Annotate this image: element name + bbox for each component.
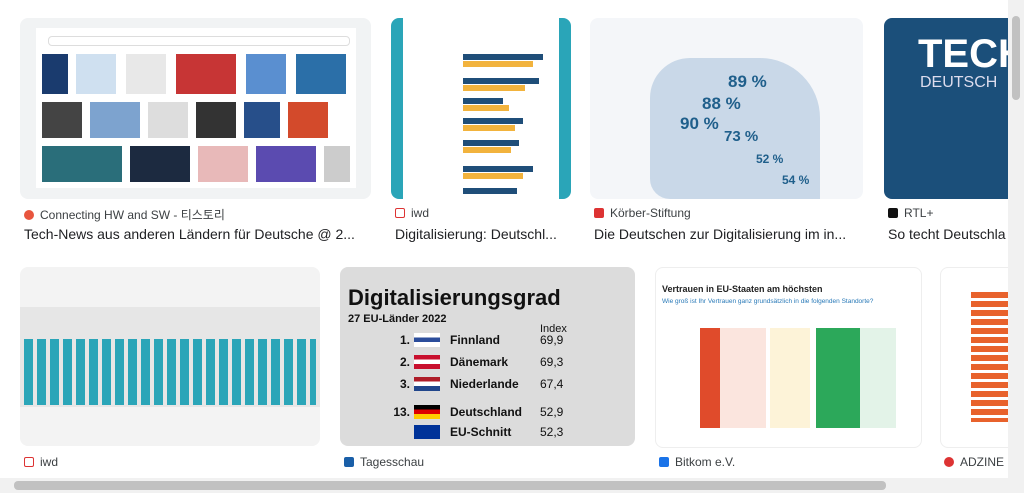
source[interactable]: iwd — [24, 455, 320, 469]
index: 52,9 — [540, 405, 564, 419]
thumbnail[interactable]: Vertrauen in EU-Staaten am höchsten Wie … — [655, 267, 922, 448]
thumb-text: DEUTSCH — [920, 74, 998, 91]
country: EU-Schnitt — [450, 425, 512, 439]
result-title[interactable]: Die Deutschen zur Digitalisierung im in.… — [594, 226, 847, 242]
source[interactable]: iwd — [395, 206, 571, 220]
index: 69,9 — [540, 333, 564, 347]
source-text: Bitkom e.V. — [675, 455, 736, 469]
thumb-column: Index — [540, 323, 567, 335]
percentage: 54 % — [782, 173, 810, 187]
percentage: 89 % — [728, 72, 767, 91]
result-title[interactable]: Digitalisierung: Deutschl... — [395, 226, 557, 242]
source[interactable]: Bitkom e.V. — [659, 455, 919, 469]
source[interactable]: ADZINE — [944, 455, 1008, 469]
source-text: iwd — [40, 455, 59, 469]
index: 52,3 — [540, 425, 564, 439]
rank: 3. — [399, 377, 410, 391]
flag — [414, 377, 440, 391]
percentage: 88 % — [702, 94, 741, 113]
vertical-scrollbar[interactable] — [1008, 0, 1024, 478]
rank: 2. — [399, 355, 410, 369]
source-text: ADZINE — [960, 455, 1005, 469]
flag — [414, 405, 440, 419]
percentage: 73 % — [724, 128, 759, 145]
source-text: iwd — [411, 206, 430, 220]
source[interactable]: Körber-Stiftung — [594, 206, 864, 220]
result-title[interactable]: Tech-News aus anderen Ländern für Deutsc… — [24, 226, 355, 242]
source-text: Tagesschau — [360, 455, 425, 469]
thumb-subtitle: Wie groß ist Ihr Vertrauen ganz grundsät… — [662, 298, 874, 305]
flag — [414, 425, 440, 439]
flag — [414, 333, 440, 347]
results: Connecting HW and SW - 티스토리 Tech-News au… — [20, 18, 1008, 469]
thumbnail[interactable] — [391, 18, 571, 199]
percentage: 90 % — [680, 114, 719, 133]
flag — [414, 355, 440, 369]
percentage: 52 % — [756, 152, 784, 166]
country: Niederlande — [450, 377, 519, 391]
thumb-subtitle: 27 EU-Länder 2022 — [348, 313, 447, 325]
country: Finnland — [450, 333, 500, 347]
thumb-title: Digitalisierungsgrad — [348, 285, 561, 310]
source-text: RTL+ — [904, 206, 934, 220]
thumbnail[interactable] — [20, 18, 371, 199]
scroll-thumb[interactable] — [1012, 16, 1020, 100]
chart-image — [403, 18, 559, 199]
thumbnail[interactable]: TECH DEUTSCH — [884, 18, 1008, 199]
thumbnail[interactable]: 89 % 88 % 90 % 73 % 52 % 54 % — [590, 18, 863, 199]
source[interactable]: Tagesschau — [344, 455, 634, 469]
thumbnail[interactable]: Digitalisierungsgrad 27 EU-Länder 2022 I… — [340, 267, 635, 446]
rank: 1. — [399, 333, 410, 347]
source-text: Körber-Stiftung — [610, 206, 691, 220]
rank: 13. — [393, 405, 410, 419]
map — [650, 58, 820, 199]
horizontal-scrollbar[interactable] — [0, 478, 1024, 493]
thumbnail[interactable] — [20, 267, 320, 446]
thumb-text: TECH — [918, 32, 1008, 76]
country: Dänemark — [450, 355, 509, 369]
screenshot — [36, 28, 356, 188]
source-text: Connecting HW and SW - 티스토리 — [40, 208, 225, 222]
country: Deutschland — [450, 405, 523, 419]
source[interactable]: RTL+ — [888, 206, 1008, 220]
thumbnail[interactable] — [940, 267, 1008, 448]
thumb-title: Vertrauen in EU-Staaten am höchsten — [662, 284, 823, 294]
scroll-thumb[interactable] — [14, 481, 886, 490]
index: 67,4 — [540, 377, 564, 391]
index: 69,3 — [540, 355, 564, 369]
source[interactable]: Connecting HW and SW - 티스토리 — [24, 206, 369, 223]
result-title[interactable]: So techt Deutschla — [888, 226, 1006, 242]
